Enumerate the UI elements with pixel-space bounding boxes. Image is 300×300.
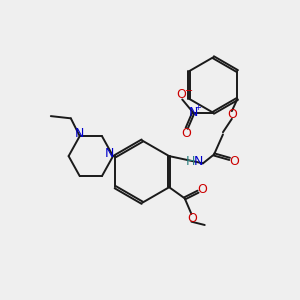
Text: H: H bbox=[186, 154, 195, 168]
Text: −: − bbox=[185, 85, 193, 96]
Text: O: O bbox=[198, 183, 207, 196]
Text: N: N bbox=[194, 154, 203, 168]
Text: O: O bbox=[188, 212, 197, 225]
Text: +: + bbox=[194, 103, 201, 112]
Text: N: N bbox=[189, 106, 198, 119]
Text: O: O bbox=[182, 128, 192, 140]
Text: N: N bbox=[75, 128, 84, 140]
Text: O: O bbox=[227, 108, 237, 121]
Text: O: O bbox=[229, 154, 239, 168]
Text: O: O bbox=[176, 88, 186, 101]
Text: N: N bbox=[105, 147, 114, 161]
